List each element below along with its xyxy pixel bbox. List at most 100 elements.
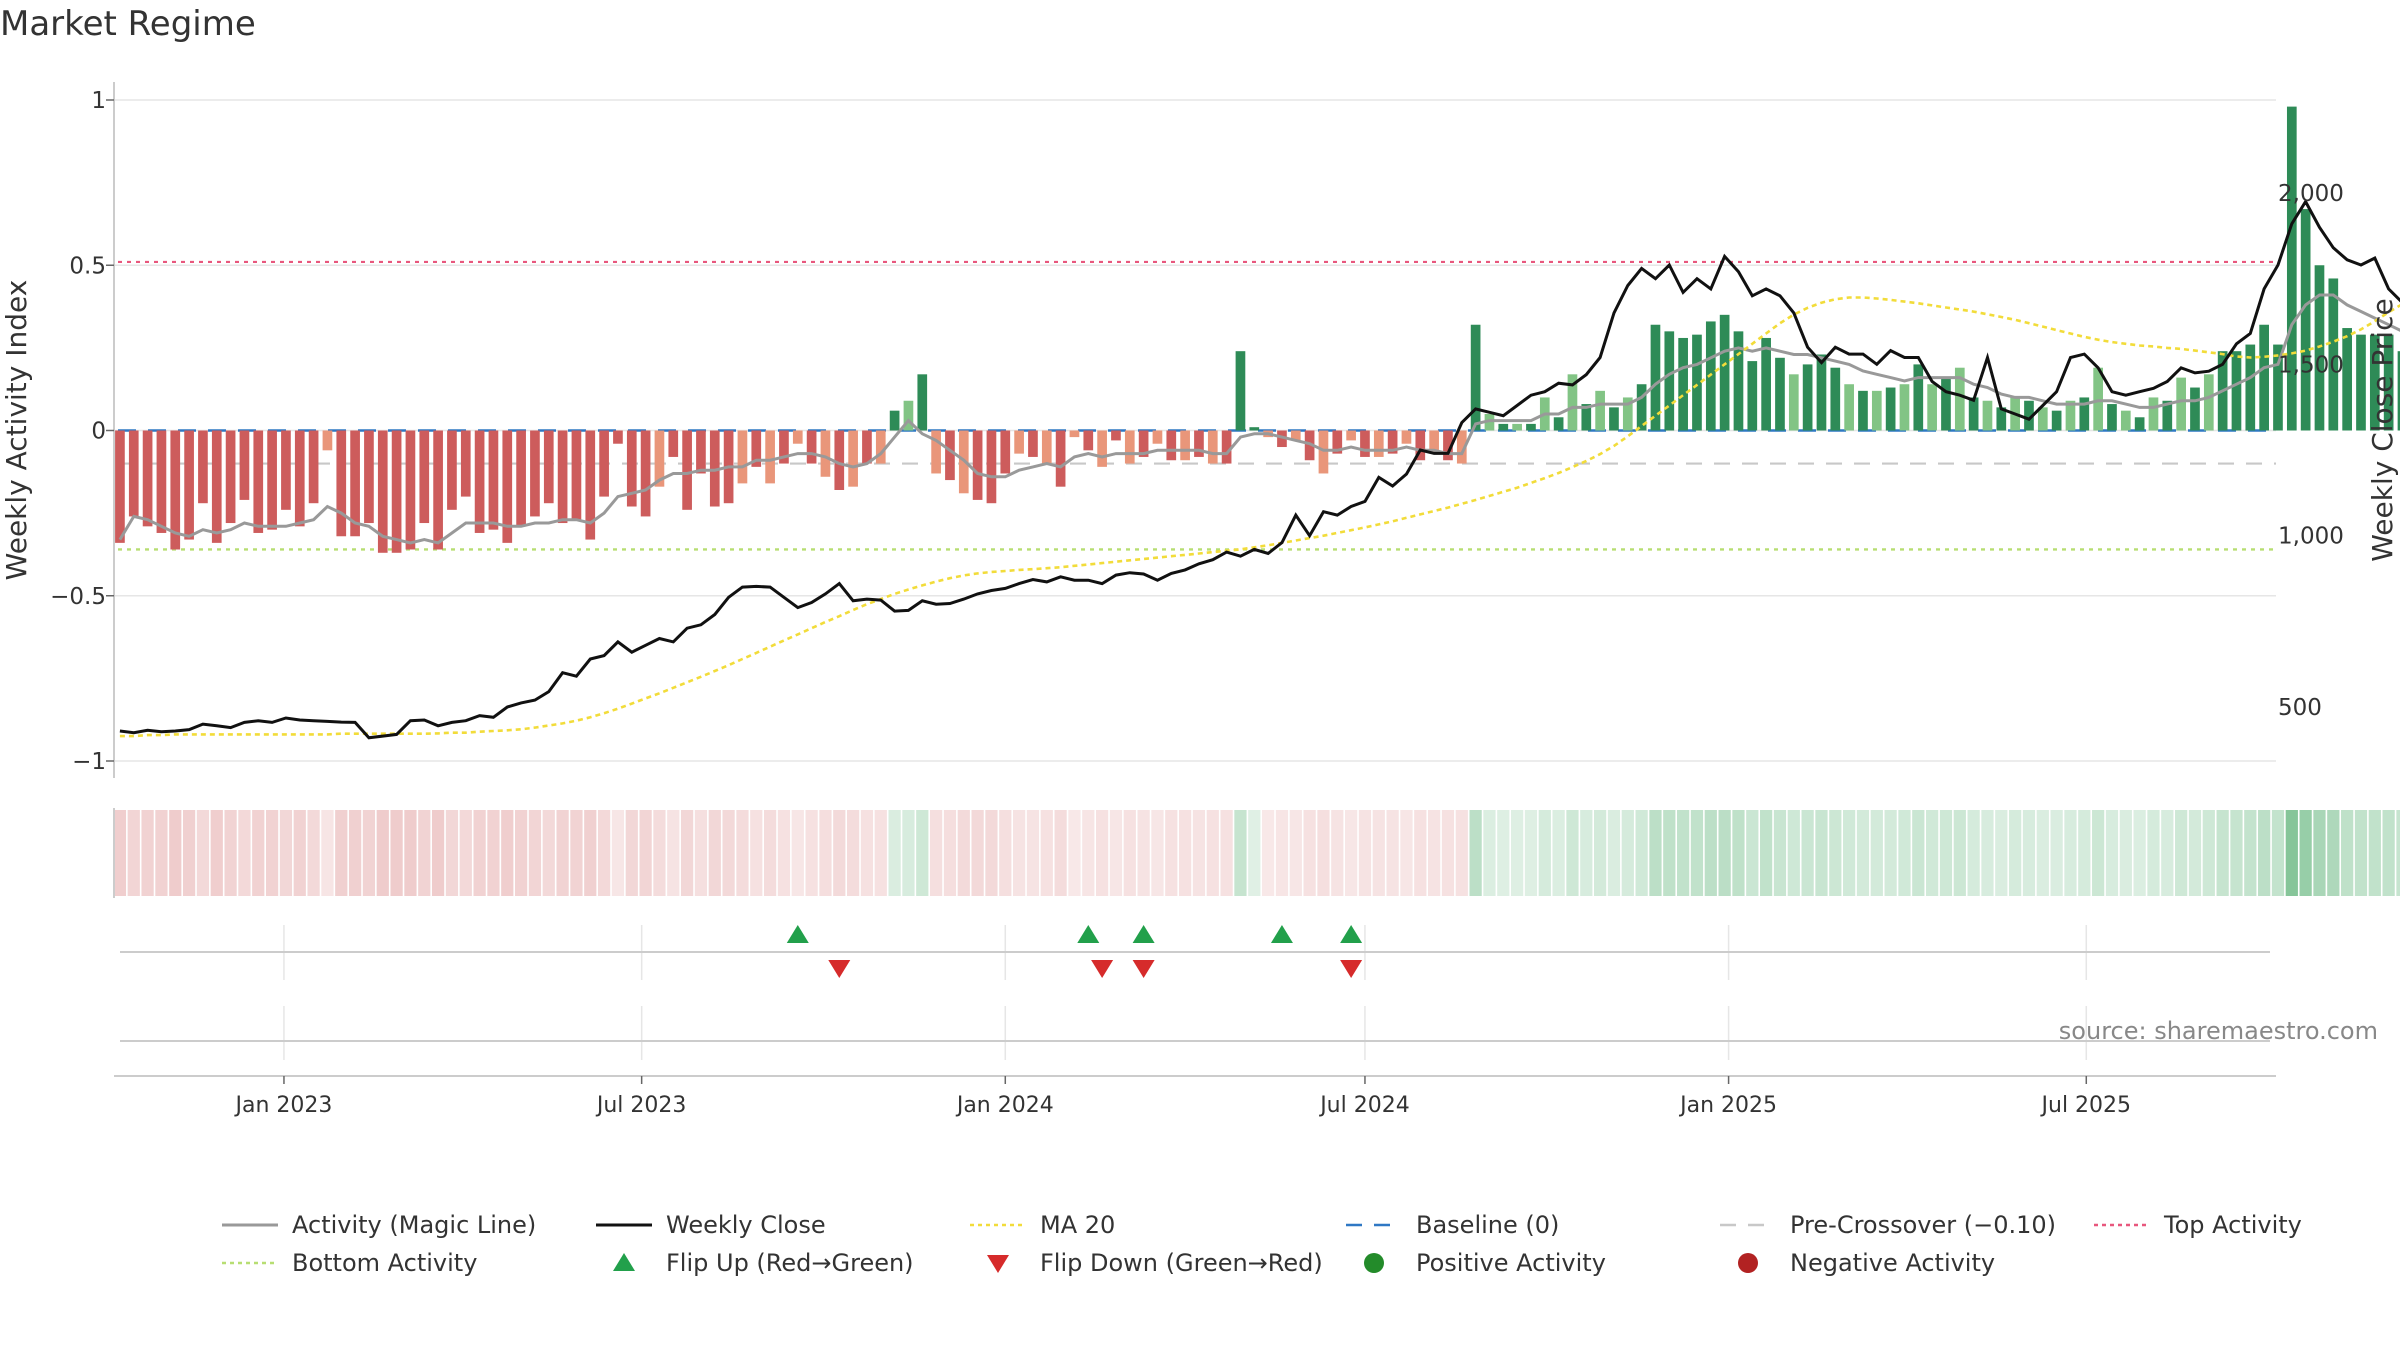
activity-bar — [156, 430, 167, 533]
regime-cell — [1829, 810, 1842, 896]
legend-label: Flip Up (Red→Green) — [666, 1249, 914, 1277]
flip-markers — [786, 925, 1363, 978]
activity-bar — [792, 430, 803, 444]
flip-up-marker — [1132, 925, 1155, 943]
regime-cell — [1345, 810, 1358, 896]
regime-cell — [999, 810, 1012, 896]
regime-cell — [874, 810, 887, 896]
activity-bar — [1678, 337, 1688, 431]
activity-bar — [336, 430, 347, 537]
activity-bar — [1885, 387, 1896, 431]
activity-bar — [2259, 324, 2269, 431]
regime-cell — [791, 810, 804, 896]
regime-cell — [2368, 810, 2381, 896]
regime-cell — [2396, 810, 2400, 896]
activity-bar — [405, 430, 416, 550]
regime-cell — [2050, 810, 2063, 896]
legend-label: Baseline (0) — [1416, 1211, 1559, 1239]
activity-bar — [1290, 430, 1301, 441]
regime-cell — [708, 810, 721, 896]
regime-cell — [2244, 810, 2257, 896]
activity-bar — [1360, 430, 1370, 457]
regime-cell — [224, 810, 237, 896]
regime-cell — [2133, 810, 2146, 896]
activity-bar — [1277, 430, 1287, 448]
activity-bar — [1858, 390, 1868, 431]
regime-cell — [1275, 810, 1289, 896]
activity-bar — [640, 430, 651, 517]
regime-cell — [556, 810, 569, 896]
activity-bar — [142, 430, 153, 527]
regime-cell — [1262, 810, 1275, 896]
regime-cell — [1912, 810, 1925, 896]
activity-bar — [1166, 430, 1177, 461]
activity-bar — [2328, 278, 2339, 431]
regime-cell — [348, 810, 362, 896]
regime-cell — [1607, 810, 1621, 896]
activity-bar — [1553, 417, 1564, 431]
activity-bar — [848, 430, 858, 487]
activity-bar — [834, 430, 845, 490]
regime-cell — [1594, 810, 1607, 896]
activity-bar — [253, 430, 264, 533]
right-axis-title: Weekly Close Price — [2366, 298, 2399, 561]
x-tick-label: Jul 2023 — [595, 1093, 687, 1118]
regime-cell — [1566, 810, 1579, 896]
regime-cell — [404, 810, 417, 896]
activity-bar — [1512, 423, 1522, 431]
activity-bar — [322, 430, 333, 451]
activity-bar — [2190, 387, 2200, 431]
activity-bar — [585, 430, 596, 540]
activity-bar — [2065, 400, 2076, 431]
regime-cell — [2078, 810, 2091, 896]
activity-bar — [1249, 427, 1260, 431]
activity-bar — [1636, 384, 1647, 431]
regime-cell — [2230, 810, 2243, 896]
flip-down-marker — [1340, 960, 1363, 978]
regime-cell — [542, 810, 555, 896]
activity-bar — [668, 430, 679, 457]
regime-cell — [1939, 810, 1953, 896]
right-tick-label: 2,000 — [2278, 181, 2344, 207]
source-label: source: sharemaestro.com — [2059, 1017, 2378, 1045]
activity-bar — [1982, 400, 1993, 431]
regime-strip — [113, 810, 2400, 896]
activity-bar — [1235, 351, 1246, 431]
activity-bar — [1913, 364, 1924, 431]
regime-cell — [2036, 810, 2049, 896]
regime-cell — [459, 810, 472, 896]
regime-cell — [182, 810, 196, 896]
legend-label: MA 20 — [1040, 1211, 1115, 1239]
regime-cell — [985, 810, 998, 896]
activity-bar — [1830, 367, 1841, 431]
activity-bar — [225, 430, 236, 524]
flip-up-marker — [1077, 925, 1100, 943]
regime-cell — [1967, 810, 1980, 896]
regime-cell — [1289, 810, 1302, 896]
activity-bar — [1609, 407, 1619, 431]
activity-bar — [1526, 423, 1536, 431]
activity-bar — [1775, 357, 1785, 431]
activity-bar — [889, 410, 900, 431]
activity-bar — [1083, 430, 1094, 451]
activity-bar — [447, 430, 457, 510]
regime-cell — [1303, 810, 1316, 896]
regime-cell — [1220, 810, 1233, 896]
regime-cell — [639, 810, 652, 896]
regime-cell — [1455, 810, 1468, 896]
activity-bar — [2383, 334, 2394, 431]
regime-cell — [1179, 810, 1192, 896]
activity-bar — [751, 430, 762, 467]
activity-bar — [1318, 430, 1329, 474]
regime-cell — [1635, 810, 1648, 896]
regime-cell — [321, 810, 334, 896]
activity-bar — [862, 430, 872, 464]
activity-bar — [986, 430, 997, 504]
regime-cell — [1552, 810, 1565, 896]
activity-bar — [903, 400, 914, 431]
regime-cell — [514, 810, 528, 896]
regime-cell — [1690, 810, 1704, 896]
regime-cell — [1718, 810, 1731, 896]
activity-bar — [1443, 430, 1453, 461]
activity-bar — [377, 430, 388, 553]
